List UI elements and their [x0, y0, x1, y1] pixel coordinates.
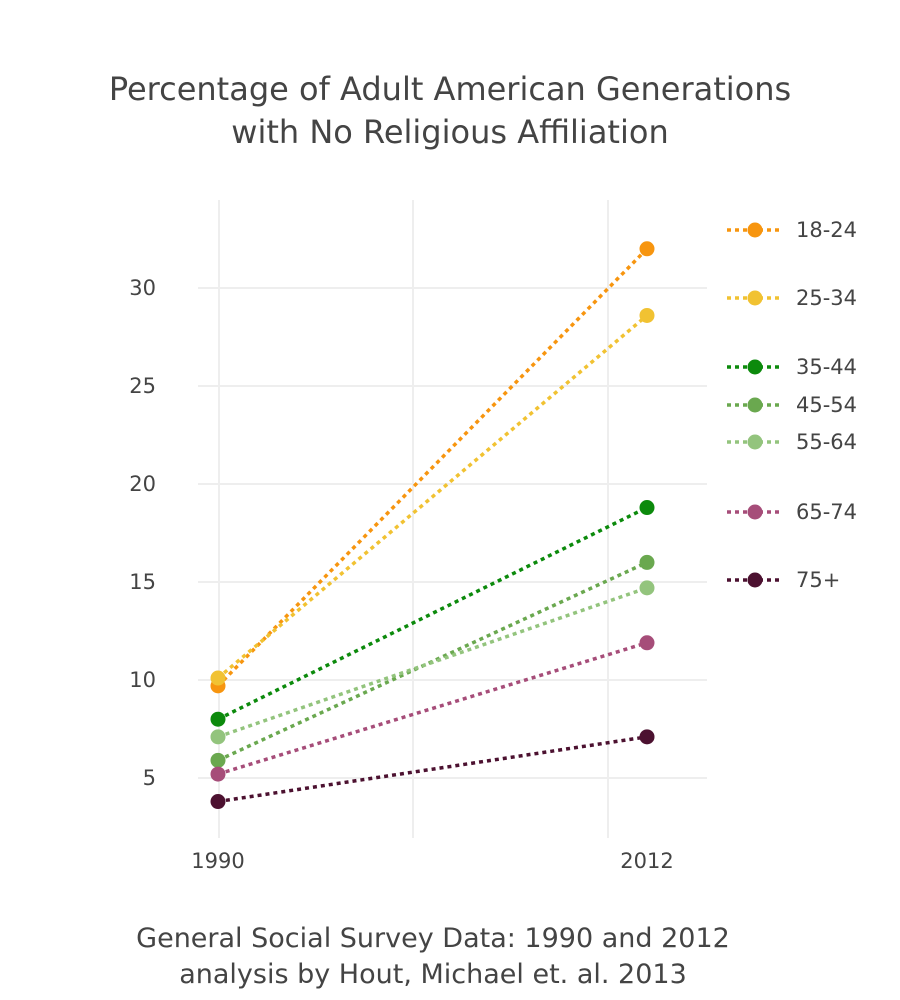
legend-item-75+[interactable]: 75+	[727, 568, 840, 592]
series-line	[216, 314, 649, 680]
y-tick-label: 20	[129, 472, 156, 496]
chart-title-line-2: with No Religious Affiliation	[231, 113, 668, 151]
chart-subtitle-line-2: analysis by Hout, Michael et. al. 2013	[179, 959, 687, 990]
series-line	[217, 560, 648, 762]
legend-label: 65-74	[796, 500, 857, 524]
x-tick-label: 2012	[620, 849, 673, 873]
x-tick-label: 1990	[191, 849, 244, 873]
series-55-64	[210, 580, 655, 745]
legend-marker	[747, 359, 763, 375]
data-point	[210, 729, 226, 745]
legend-label: 25-34	[796, 286, 857, 310]
data-point	[639, 554, 655, 570]
series-35-44	[210, 500, 655, 727]
y-tick-label: 25	[129, 374, 156, 398]
series-line	[217, 735, 648, 804]
legend-label: 55-64	[796, 430, 857, 454]
y-tick-label: 15	[129, 570, 156, 594]
legend-item-65-74[interactable]: 65-74	[727, 500, 857, 524]
series-45-54	[210, 554, 655, 768]
data-point	[639, 500, 655, 516]
series-65-74	[210, 635, 655, 782]
legend-marker	[747, 572, 763, 588]
data-point	[639, 729, 655, 745]
legend-item-25-34[interactable]: 25-34	[727, 286, 857, 310]
legend-marker	[747, 222, 763, 238]
data-point	[639, 307, 655, 323]
data-point	[210, 670, 226, 686]
legend-marker	[747, 434, 763, 450]
data-point	[210, 752, 226, 768]
data-point	[210, 794, 226, 810]
y-tick-label: 30	[129, 276, 156, 300]
legend-item-35-44[interactable]: 35-44	[727, 355, 857, 379]
legend-item-18-24[interactable]: 18-24	[727, 218, 857, 242]
legend-label: 75+	[796, 568, 840, 592]
plot-area: 5 10 15 20 25 30 1990 2012	[129, 200, 707, 873]
series-line	[216, 247, 649, 688]
legend-marker	[747, 290, 763, 306]
legend: 18-24 25-34 35-44 45-54 55-64 65-74 75+	[727, 218, 857, 592]
data-point	[639, 580, 655, 596]
data-point	[639, 241, 655, 257]
legend-label: 35-44	[796, 355, 857, 379]
series-25-34	[210, 307, 655, 686]
data-point	[639, 635, 655, 651]
chart-title-line-1: Percentage of Adult American Generations	[109, 70, 791, 108]
chart-subtitle-line-1: General Social Survey Data: 1990 and 201…	[136, 923, 730, 954]
y-tick-label: 10	[129, 668, 156, 692]
legend-item-45-54[interactable]: 45-54	[727, 393, 857, 417]
legend-item-55-64[interactable]: 55-64	[727, 430, 857, 454]
series-line	[217, 505, 648, 721]
legend-label: 18-24	[796, 218, 857, 242]
y-tick-label: 5	[143, 766, 156, 790]
series-18-24	[210, 241, 655, 694]
legend-marker	[747, 504, 763, 520]
series-75+	[210, 729, 655, 810]
series-line	[217, 586, 648, 739]
data-point	[210, 766, 226, 782]
legend-marker	[747, 397, 763, 413]
legend-label: 45-54	[796, 393, 857, 417]
data-point	[210, 711, 226, 727]
series-line	[217, 641, 648, 776]
